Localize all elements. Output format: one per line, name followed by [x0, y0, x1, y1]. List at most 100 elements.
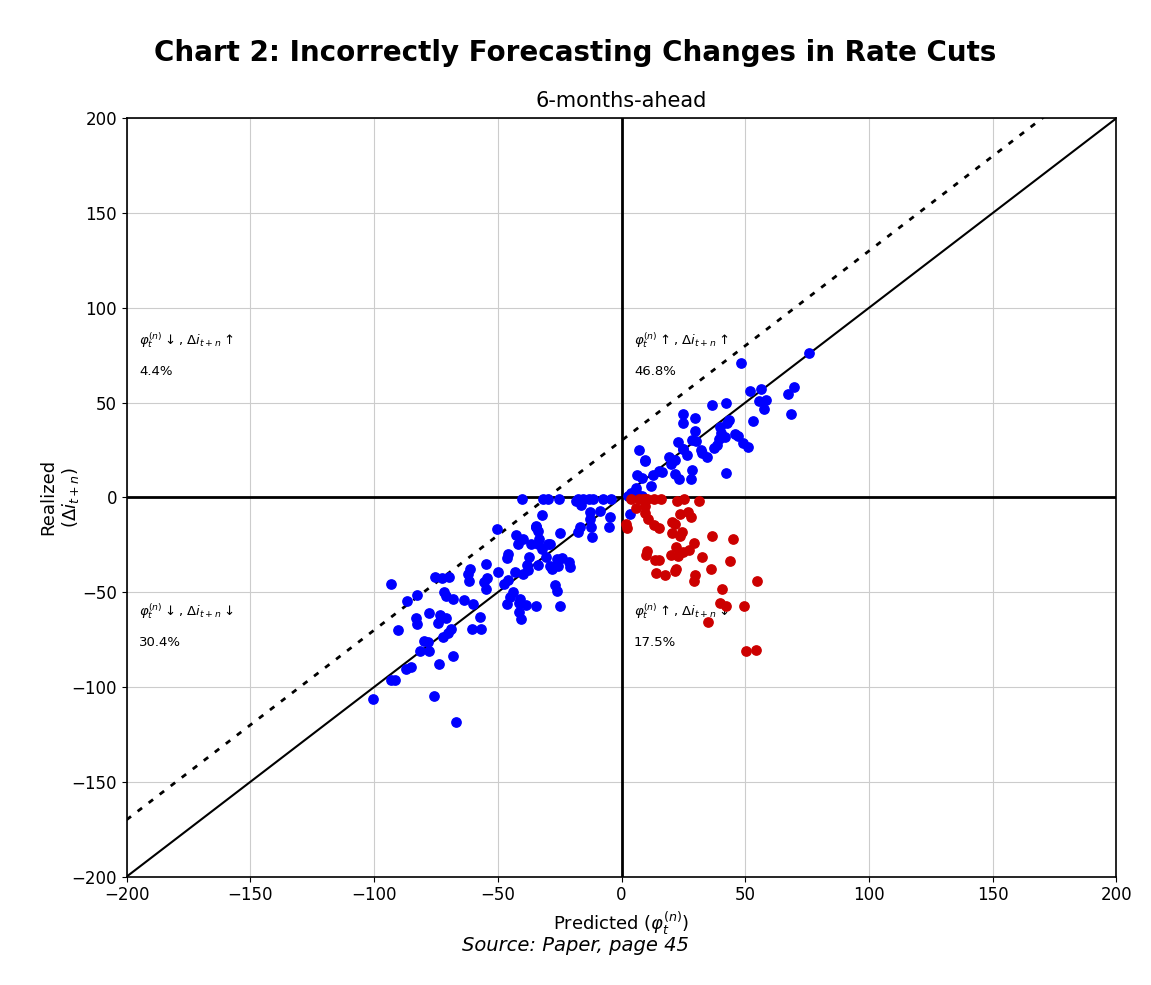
Point: [426, 569, 444, 585]
Point: [729, 428, 747, 444]
Point: [660, 449, 678, 465]
Point: [630, 442, 648, 458]
Point: [654, 464, 672, 480]
Point: [633, 492, 651, 507]
Point: [536, 549, 555, 564]
Point: [637, 453, 655, 469]
Text: $\varphi_t^{(n)}\uparrow$, $\Delta i_{t+n}\uparrow$: $\varphi_t^{(n)}\uparrow$, $\Delta i_{t+…: [634, 331, 729, 351]
Point: [646, 552, 664, 567]
Point: [546, 576, 564, 592]
Point: [670, 471, 688, 487]
Point: [581, 519, 600, 535]
Point: [435, 584, 453, 600]
Point: [692, 442, 710, 458]
Point: [712, 581, 731, 597]
Point: [420, 605, 439, 621]
Point: [739, 439, 757, 455]
Point: [656, 566, 674, 582]
Point: [663, 513, 681, 529]
Point: [744, 413, 762, 428]
Point: [447, 714, 465, 730]
Point: [550, 492, 569, 507]
Y-axis label: Realized
($\Delta i_{t+n}$): Realized ($\Delta i_{t+n}$): [39, 459, 82, 536]
Point: [529, 536, 548, 552]
Point: [647, 564, 665, 580]
Point: [639, 543, 657, 558]
Point: [478, 570, 496, 586]
Point: [645, 492, 663, 507]
Title: 6-months-ahead: 6-months-ahead: [536, 91, 707, 111]
Point: [724, 531, 742, 547]
Point: [689, 493, 708, 509]
Point: [488, 521, 506, 537]
Point: [779, 386, 798, 402]
Point: [425, 688, 443, 703]
Point: [471, 609, 489, 624]
Point: [548, 583, 566, 599]
Point: [627, 500, 646, 516]
Point: [637, 548, 655, 563]
Point: [495, 576, 513, 592]
Point: [617, 516, 635, 532]
Point: [671, 529, 689, 545]
Point: [441, 621, 459, 636]
Text: Chart 2: Incorrectly Forecasting Changes in Rate Cuts: Chart 2: Incorrectly Forecasting Changes…: [154, 39, 997, 67]
Point: [498, 572, 517, 588]
Point: [672, 525, 691, 541]
Point: [619, 488, 638, 503]
Point: [437, 588, 456, 604]
Point: [632, 471, 650, 487]
Point: [651, 492, 670, 507]
Point: [734, 435, 753, 451]
Point: [594, 492, 612, 507]
Point: [526, 518, 544, 534]
Point: [407, 610, 426, 625]
Point: [529, 531, 548, 547]
Point: [618, 488, 637, 503]
Point: [668, 493, 686, 509]
Point: [747, 642, 765, 658]
Point: [637, 492, 655, 507]
Point: [712, 426, 731, 441]
Point: [702, 397, 721, 413]
Point: [752, 381, 770, 397]
Point: [662, 456, 680, 472]
Point: [386, 673, 404, 689]
Point: [678, 447, 696, 463]
Point: [717, 395, 735, 411]
Point: [710, 431, 729, 447]
Point: [638, 492, 656, 507]
Point: [398, 593, 417, 609]
Point: [434, 629, 452, 645]
Point: [756, 392, 775, 408]
Point: [622, 488, 640, 503]
Point: [702, 528, 721, 544]
Point: [710, 595, 729, 611]
Point: [590, 503, 609, 519]
Point: [497, 550, 516, 565]
Point: [748, 573, 767, 589]
Text: 17.5%: 17.5%: [634, 636, 676, 649]
Point: [506, 527, 525, 543]
Point: [699, 614, 717, 629]
Point: [679, 504, 698, 520]
Point: [432, 610, 450, 625]
Point: [666, 467, 685, 483]
Point: [685, 535, 703, 551]
Point: [662, 547, 680, 562]
Point: [527, 519, 546, 535]
Point: [411, 643, 429, 659]
Point: [440, 569, 458, 585]
Point: [602, 492, 620, 507]
Point: [685, 573, 703, 589]
Point: [460, 560, 479, 576]
Point: [542, 558, 561, 574]
Point: [526, 598, 544, 614]
Text: 4.4%: 4.4%: [139, 364, 173, 377]
Point: [679, 542, 698, 558]
Text: $\varphi_t^{(n)}\downarrow$, $\Delta i_{t+n}\uparrow$: $\varphi_t^{(n)}\downarrow$, $\Delta i_{…: [139, 331, 234, 351]
Point: [683, 462, 701, 478]
Point: [436, 611, 455, 626]
Point: [622, 492, 640, 507]
Point: [719, 413, 738, 428]
